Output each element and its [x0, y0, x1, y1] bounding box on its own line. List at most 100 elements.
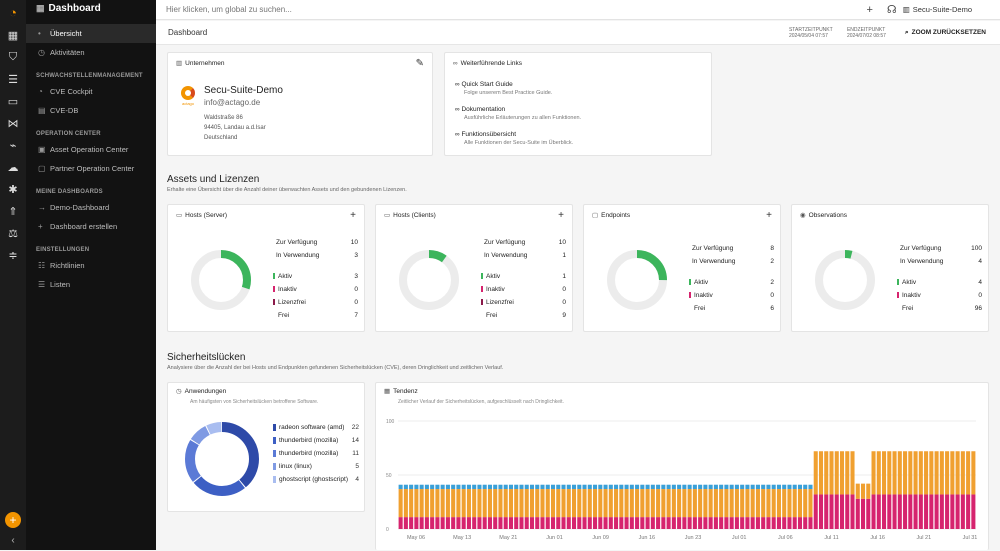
- trend-bar[interactable]: [430, 484, 435, 490]
- trend-bar[interactable]: [724, 517, 729, 529]
- trend-bar[interactable]: [687, 484, 692, 490]
- trend-bar[interactable]: [924, 451, 929, 495]
- trend-bar[interactable]: [650, 489, 655, 518]
- trend-bar[interactable]: [498, 517, 503, 529]
- trend-bar[interactable]: [866, 498, 871, 529]
- trend-bar[interactable]: [635, 484, 640, 490]
- trend-bar[interactable]: [493, 484, 498, 490]
- trend-bar[interactable]: [487, 517, 492, 529]
- sidebar-item-demo-dashboard[interactable]: → Demo-Dashboard: [38, 203, 110, 212]
- trend-bar[interactable]: [577, 517, 582, 529]
- trend-bar[interactable]: [913, 494, 918, 529]
- trend-bar[interactable]: [445, 484, 450, 490]
- trend-bar[interactable]: [887, 494, 892, 529]
- trend-bar[interactable]: [424, 489, 429, 518]
- trend-bar[interactable]: [508, 484, 513, 490]
- trend-bar[interactable]: [734, 484, 739, 490]
- trend-bar[interactable]: [635, 517, 640, 529]
- trend-bar[interactable]: [713, 489, 718, 518]
- trend-bar[interactable]: [903, 494, 908, 529]
- link-item[interactable]: ∞ Quick Start Guide Folge unserem Best P…: [455, 81, 553, 96]
- sidebar-item-dashboard-erstellen[interactable]: + Dashboard erstellen: [38, 222, 118, 231]
- trend-bar[interactable]: [472, 484, 477, 490]
- trend-bar[interactable]: [766, 517, 771, 529]
- user-menu[interactable]: ▥ Secu-Suite-Demo: [902, 5, 972, 14]
- trend-bar[interactable]: [493, 517, 498, 529]
- trend-bar[interactable]: [839, 451, 845, 495]
- trend-bar[interactable]: [666, 517, 671, 529]
- trend-bar[interactable]: [803, 484, 808, 490]
- trend-bar[interactable]: [456, 489, 461, 518]
- trend-bar[interactable]: [713, 484, 718, 490]
- add-icon[interactable]: +: [350, 209, 356, 221]
- trend-bar[interactable]: [577, 484, 582, 490]
- trend-bar[interactable]: [472, 489, 477, 518]
- trend-bar[interactable]: [839, 494, 845, 529]
- trend-bar[interactable]: [535, 484, 540, 490]
- trend-bar[interactable]: [945, 451, 950, 495]
- trend-bar[interactable]: [629, 489, 634, 518]
- trend-bar[interactable]: [482, 489, 487, 518]
- trend-bar[interactable]: [682, 517, 687, 529]
- trend-bar[interactable]: [614, 484, 619, 490]
- trend-bar[interactable]: [745, 517, 750, 529]
- trend-bar[interactable]: [818, 494, 824, 529]
- trend-bar[interactable]: [708, 489, 713, 518]
- trend-bar[interactable]: [887, 451, 892, 495]
- trend-bar[interactable]: [566, 484, 571, 490]
- edit-icon[interactable]: ✎: [415, 57, 424, 69]
- trend-bar[interactable]: [403, 489, 408, 518]
- trend-bar[interactable]: [808, 489, 813, 518]
- zoom-reset-button[interactable]: ⌕ ZOOM ZURÜCKSETZEN: [904, 28, 986, 37]
- trend-bar[interactable]: [955, 494, 960, 529]
- trend-bar[interactable]: [787, 489, 792, 518]
- trend-bar[interactable]: [824, 494, 829, 529]
- trend-bar[interactable]: [687, 517, 692, 529]
- trend-bar[interactable]: [456, 484, 461, 490]
- trend-bar[interactable]: [445, 489, 450, 518]
- trend-bar[interactable]: [650, 517, 655, 529]
- trend-bar[interactable]: [876, 494, 881, 529]
- trend-bar[interactable]: [608, 484, 613, 490]
- trend-bar[interactable]: [897, 494, 902, 529]
- trend-bar[interactable]: [934, 494, 939, 529]
- trend-bar[interactable]: [619, 489, 624, 518]
- trend-bar[interactable]: [908, 494, 913, 529]
- trend-bar[interactable]: [803, 489, 808, 518]
- trend-bar[interactable]: [740, 489, 745, 518]
- trend-bar[interactable]: [466, 489, 471, 518]
- trend-bar[interactable]: [692, 517, 697, 529]
- trend-bar[interactable]: [834, 494, 839, 529]
- trend-bar[interactable]: [472, 517, 477, 529]
- trend-bar[interactable]: [466, 484, 471, 490]
- trend-bar[interactable]: [818, 451, 824, 495]
- sidebar-item-cve-db[interactable]: ▤ CVE-DB: [38, 106, 79, 115]
- trend-bar[interactable]: [540, 484, 545, 490]
- trend-bar[interactable]: [414, 489, 419, 518]
- trend-bar[interactable]: [503, 484, 508, 490]
- support-icon[interactable]: ☊: [886, 4, 897, 16]
- trend-bar[interactable]: [755, 484, 760, 490]
- add-icon[interactable]: +: [866, 3, 873, 16]
- trend-bar[interactable]: [950, 451, 955, 495]
- trend-bar[interactable]: [687, 489, 692, 518]
- trend-bar[interactable]: [892, 494, 897, 529]
- trend-bar[interactable]: [514, 489, 519, 518]
- trend-bar[interactable]: [771, 489, 776, 518]
- trend-bar[interactable]: [424, 517, 429, 529]
- sidebar-item-richtlinien[interactable]: ☷ Richtlinien: [38, 261, 85, 270]
- trend-bar[interactable]: [640, 517, 645, 529]
- trend-bar[interactable]: [876, 451, 881, 495]
- trend-bar[interactable]: [913, 451, 918, 495]
- trend-bar[interactable]: [661, 484, 666, 490]
- trend-bar[interactable]: [671, 517, 676, 529]
- trend-bar[interactable]: [671, 489, 676, 518]
- trend-bar[interactable]: [640, 489, 645, 518]
- trend-bar[interactable]: [766, 489, 771, 518]
- add-icon[interactable]: +: [5, 512, 21, 528]
- trend-bar[interactable]: [603, 517, 608, 529]
- trend-bar[interactable]: [734, 489, 739, 518]
- trend-bar[interactable]: [661, 489, 666, 518]
- trend-bar[interactable]: [666, 484, 671, 490]
- trend-bar[interactable]: [719, 517, 724, 529]
